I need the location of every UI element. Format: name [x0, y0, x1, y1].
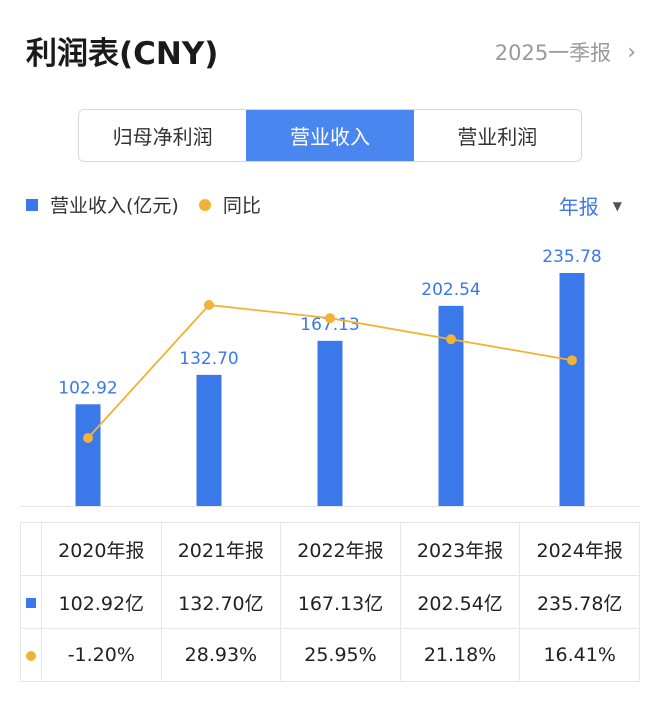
table-header-cell: 2021年报	[160, 522, 282, 576]
table-header-cell: 2023年报	[399, 522, 521, 576]
yoy-point-2022年报[interactable]	[325, 313, 335, 324]
table-corner	[20, 522, 42, 576]
tab-revenue[interactable]: 营业收入	[246, 110, 414, 161]
chevron-right-icon: ›	[627, 39, 636, 65]
table-cell: 102.92亿	[41, 575, 162, 629]
table-cell: 235.78亿	[519, 575, 640, 629]
table-cell: 21.18%	[399, 628, 521, 682]
tab-net-profit[interactable]: 归母净利润	[112, 125, 213, 149]
bar-value-label: 235.78	[542, 247, 601, 267]
table-cell: 167.13亿	[280, 575, 401, 629]
bar-legend-marker	[26, 198, 38, 211]
tab-operating-profit[interactable]: 营业利润	[457, 125, 538, 149]
table-header-cell: 2024年报	[519, 522, 640, 576]
table-row-yoy: -1.20% 28.93% 25.95% 21.18% 16.41%	[20, 628, 640, 682]
table-cell: 132.70亿	[160, 575, 282, 629]
table-cell: 28.93%	[160, 628, 282, 682]
yoy-point-2023年报[interactable]	[446, 334, 456, 345]
line-legend-marker	[198, 198, 211, 211]
chart-legend: 营业收入(亿元) 同比	[26, 191, 261, 218]
bar-legend-label: 营业收入(亿元)	[50, 195, 179, 217]
table-cell: 16.41%	[519, 628, 640, 682]
bar-value-label: 202.54	[421, 280, 480, 300]
metric-tabs: 归母净利润 营业收入 营业利润	[78, 109, 582, 162]
dot-marker-icon	[26, 651, 36, 661]
period-selector[interactable]: 2025一季报 ›	[495, 37, 636, 67]
page-title: 利润表(CNY)	[26, 36, 219, 72]
revenue-row-marker	[20, 575, 42, 629]
table-cell: 202.54亿	[399, 575, 521, 629]
period-label: 2025一季报	[494, 41, 612, 65]
bar-2020年报[interactable]	[75, 404, 101, 506]
table-header-cell: 2022年报	[280, 522, 401, 576]
header: 利润表(CNY) 2025一季报 ›	[0, 0, 660, 100]
table-cell: -1.20%	[41, 628, 162, 682]
yoy-point-2024年报[interactable]	[567, 355, 577, 366]
table-row-revenue: 102.92亿 132.70亿 167.13亿 202.54亿 235.78亿	[20, 575, 640, 629]
report-type-label: 年报	[558, 195, 599, 219]
line-legend-label: 同比	[222, 195, 261, 217]
bar-2022年报[interactable]	[317, 340, 343, 506]
report-type-dropdown[interactable]: 年报 ▼	[559, 191, 622, 220]
table-header-row: 2020年报 2021年报 2022年报 2023年报 2024年报	[20, 522, 640, 576]
table-cell: 25.95%	[280, 628, 401, 682]
bar-value-label: 132.70	[179, 349, 238, 369]
yoy-point-2021年报[interactable]	[204, 300, 214, 310]
caret-down-icon: ▼	[612, 198, 622, 213]
table-header-cell: 2020年报	[41, 522, 162, 576]
yoy-row-marker	[20, 628, 42, 682]
yoy-point-2020年报[interactable]	[83, 433, 93, 443]
bar-value-label: 102.92	[58, 378, 117, 398]
bar-2024年报[interactable]	[559, 273, 585, 506]
bar-2021年报[interactable]	[196, 374, 222, 506]
bar-marker-icon	[26, 598, 36, 608]
data-table: 2020年报 2021年报 2022年报 2023年报 2024年报 102.9…	[20, 522, 640, 682]
